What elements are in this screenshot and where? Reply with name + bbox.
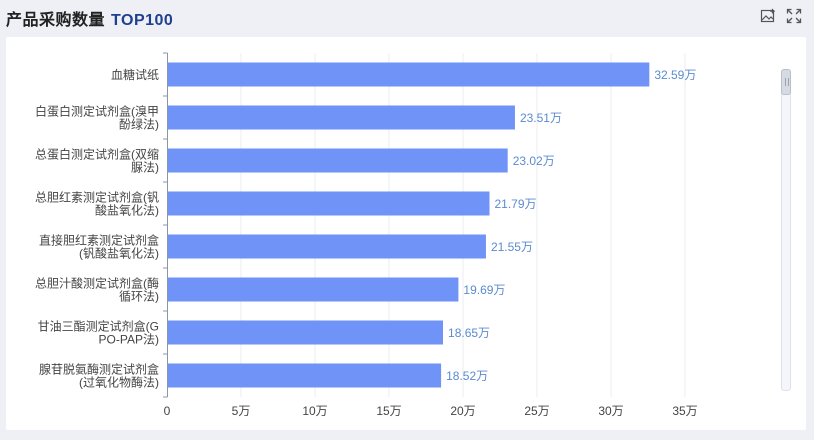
category-label: 酚绿法) (119, 117, 159, 132)
x-tick-label: 5万 (232, 404, 251, 418)
x-tick-label: 20万 (450, 404, 475, 418)
category-label: 甘油三酯测定试剂盒(G (38, 319, 159, 334)
chart-title: 产品采购数量 TOP100 (6, 6, 173, 30)
x-tick-label: 25万 (524, 404, 549, 418)
bar (168, 62, 650, 87)
category-label: 总胆汁酸测定试剂盒(酶 (35, 276, 159, 291)
category-label: PO-PAP法) (99, 333, 159, 347)
bar-value-label: 21.55万 (491, 240, 533, 254)
category-label: 腺苷脱氨酶测定试剂盒 (39, 362, 159, 377)
category-label: 白蛋白测定试剂盒(溴甲 (35, 104, 159, 119)
bar (168, 191, 490, 216)
bar (168, 105, 515, 130)
bar (168, 277, 459, 302)
bar-value-label: 21.79万 (494, 197, 536, 211)
x-tick-label: 10万 (302, 404, 327, 418)
category-label: (钒酸盐氧化法) (79, 246, 159, 261)
category-label: 总蛋白测定试剂盒(双缩 (35, 147, 159, 162)
bar (168, 234, 486, 259)
category-label: 血糖试纸 (111, 67, 159, 82)
bar-value-label: 23.51万 (520, 111, 562, 125)
x-tick-label: 15万 (376, 404, 401, 418)
save-image-icon[interactable] (759, 7, 777, 25)
category-label: 酸盐氧化法) (95, 203, 159, 218)
bar-value-label: 18.52万 (446, 369, 488, 383)
fullscreen-icon[interactable] (785, 7, 803, 25)
bar-value-label: 32.59万 (654, 68, 696, 82)
bar-value-label: 19.69万 (463, 283, 505, 297)
bar (168, 148, 508, 173)
chart-panel: 0 5万 10万 15万 20万 25万 30万 35万 32.59万 血糖试纸 23.51万 白蛋白… (6, 37, 806, 430)
category-label: 脲法) (131, 161, 159, 175)
x-tick-label: 0 (164, 404, 171, 418)
bar-value-label: 18.65万 (448, 326, 490, 340)
x-tick-label: 35万 (672, 404, 697, 418)
datazoom-slider-handle[interactable] (781, 69, 791, 95)
bar (168, 320, 444, 345)
bar (168, 363, 442, 388)
chart-header: 产品采购数量 TOP100 (0, 0, 814, 34)
x-tick-label: 30万 (598, 404, 623, 418)
category-label: 循环法) (119, 290, 159, 304)
chart-title-text: 产品采购数量 (6, 12, 106, 29)
bar-value-label: 23.02万 (513, 154, 555, 168)
category-label: (过氧化物酶法) (79, 375, 159, 390)
category-label: 总胆红素测定试剂盒(钒 (35, 190, 159, 205)
chart-title-accent: TOP100 (111, 12, 174, 29)
datazoom-slider-track[interactable] (781, 69, 791, 391)
bar-chart: 0 5万 10万 15万 20万 25万 30万 35万 32.59万 血糖试纸 23.51万 白蛋白… (35, 52, 698, 418)
category-label: 直接胆红素测定试剂盒 (39, 233, 159, 248)
